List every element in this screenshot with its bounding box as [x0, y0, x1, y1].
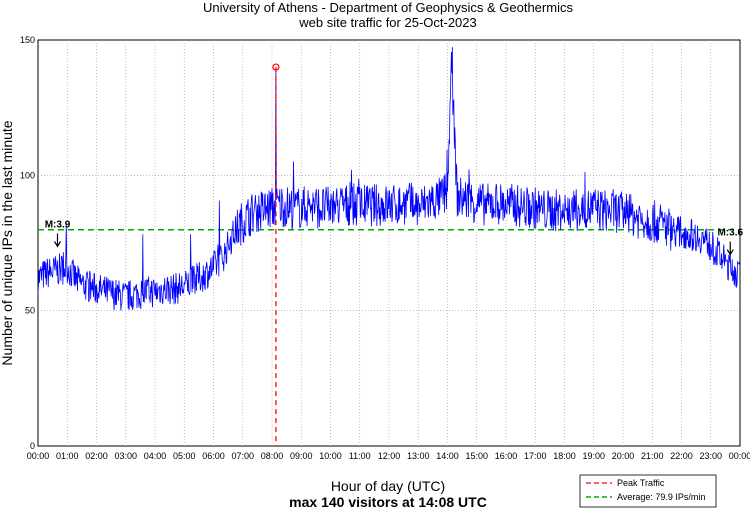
- x-axis-sublabel: max 140 visitors at 14:08 UTC: [289, 494, 487, 510]
- y-tick-label: 100: [20, 170, 35, 180]
- x-tick-label: 22:00: [670, 451, 693, 461]
- x-tick-label: 08:00: [261, 451, 284, 461]
- x-tick-label: 21:00: [641, 451, 664, 461]
- x-tick-label: 03:00: [114, 451, 137, 461]
- y-tick-label: 50: [25, 306, 35, 316]
- x-tick-label: 14:00: [436, 451, 459, 461]
- x-axis-label: Hour of day (UTC): [331, 478, 445, 494]
- x-tick-label: 02:00: [85, 451, 108, 461]
- y-tick-label: 0: [30, 441, 35, 451]
- x-tick-label: 18:00: [553, 451, 576, 461]
- x-tick-label: 07:00: [231, 451, 254, 461]
- x-tick-label: 15:00: [465, 451, 488, 461]
- x-tick-label: 20:00: [612, 451, 635, 461]
- y-axis-label: Number of unique IPs in the last minute: [0, 120, 15, 365]
- x-tick-label: 13:00: [407, 451, 430, 461]
- x-tick-label: 05:00: [173, 451, 196, 461]
- peak-marker: [272, 63, 280, 71]
- x-tick-label: 06:00: [202, 451, 225, 461]
- x-tick-label: 16:00: [495, 451, 518, 461]
- legend-box: [579, 474, 717, 508]
- x-tick-label: 09:00: [290, 451, 313, 461]
- y-axis-ticks: 0 50 100 150: [20, 35, 35, 451]
- x-tick-label: 12:00: [378, 451, 401, 461]
- legend: Peak Traffic Average: 79.9 IPs/min: [579, 474, 717, 508]
- legend-average-label: Average: 79.9 IPs/min: [617, 492, 705, 502]
- annotation-arrow-head: [53, 241, 62, 248]
- x-tick-label: 19:00: [582, 451, 605, 461]
- legend-peak-label: Peak Traffic: [617, 478, 665, 488]
- chart-title: University of Athens - Department of Geo…: [203, 0, 573, 15]
- annotation-label: M:3.6: [717, 228, 743, 239]
- x-tick-label: 23:00: [699, 451, 722, 461]
- x-tick-label: 11:00: [349, 451, 371, 461]
- x-tick-label: 10:00: [319, 451, 342, 461]
- chart-subtitle: web site traffic for 25-Oct-2023: [298, 15, 477, 30]
- x-tick-label: 17:00: [524, 451, 547, 461]
- earthquake-annotations: M:3.9 M:3.6: [45, 219, 743, 256]
- traffic-series-line: [37, 47, 741, 311]
- x-tick-label: 04:00: [144, 451, 167, 461]
- plot-area: [37, 39, 741, 447]
- y-tick-label: 150: [20, 35, 35, 45]
- annotation-arrow-head: [726, 249, 734, 256]
- x-axis-ticks: 00:00 01:00 02:00 03:00 04:00 05:00 06:00 07:00…: [27, 451, 750, 461]
- annotation-label: M:3.9: [45, 219, 71, 230]
- grid-lines: [38, 40, 740, 446]
- x-tick-label: 01:00: [56, 451, 79, 461]
- x-tick-label: 00:00: [729, 451, 750, 461]
- x-tick-label: 00:00: [27, 451, 50, 461]
